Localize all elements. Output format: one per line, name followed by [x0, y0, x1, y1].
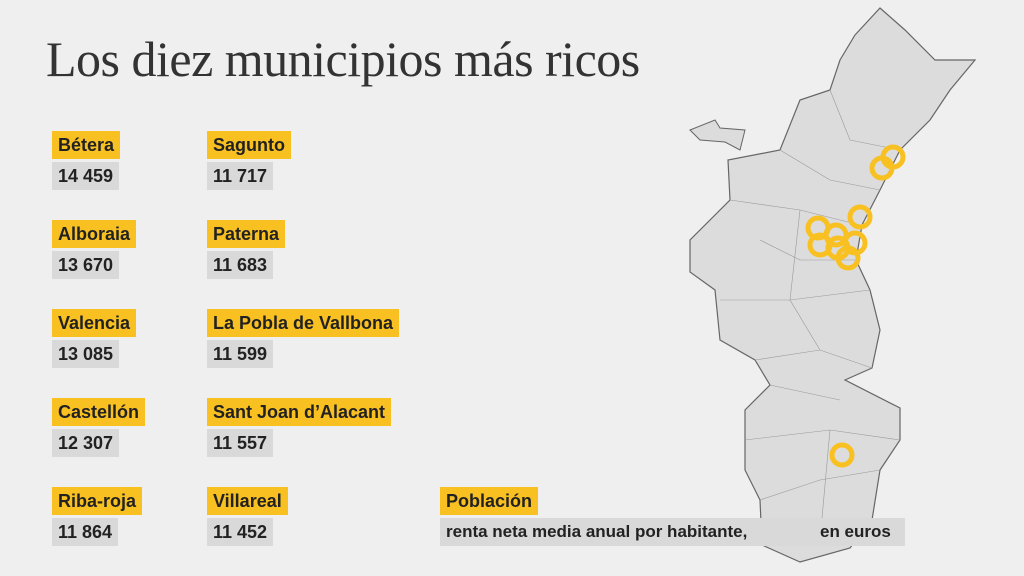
municipality-value: 11 864: [52, 518, 119, 546]
municipality-value: 14 459: [52, 162, 120, 190]
municipality-value: 11 452: [207, 518, 274, 546]
markers: [805, 144, 906, 468]
municipality-name: Castellón: [52, 398, 146, 426]
region-borders: [720, 89, 901, 541]
municipality-name: Sagunto: [207, 131, 291, 159]
municipality-value: 11 557: [207, 429, 274, 457]
municipality-name: Villareal: [207, 487, 288, 515]
legend-title: Población: [440, 487, 539, 515]
marker: [835, 245, 861, 271]
municipality-value: 13 670: [52, 251, 120, 279]
legend-description: renta neta media anual por habitante,: [446, 522, 748, 541]
municipality-value: 11 683: [207, 251, 274, 279]
municipality-value: 13 085: [52, 340, 120, 368]
municipality-value: 11 717: [207, 162, 274, 190]
marker: [869, 155, 895, 181]
municipality-name: Valencia: [52, 309, 137, 337]
title: Los diez municipios más ricos: [46, 31, 640, 87]
municipality-name: Sant Joan d’Alacant: [207, 398, 392, 426]
municipality-name: Paterna: [207, 220, 286, 248]
municipality-value: 11 599: [207, 340, 274, 368]
legend-unit: en euros: [820, 522, 891, 541]
marker: [829, 442, 855, 468]
municipality-name: La Pobla de Vallbona: [207, 309, 400, 337]
municipality-name: Alboraia: [52, 220, 137, 248]
region-outline: [689, 7, 977, 563]
municipality-value: 12 307: [52, 429, 120, 457]
municipality-name: Riba-roja: [52, 487, 143, 515]
legend-box: renta neta media anual por habitante, en…: [440, 518, 905, 546]
municipality-name: Bétera: [52, 131, 121, 159]
marker: [847, 204, 873, 230]
island: [689, 119, 746, 151]
